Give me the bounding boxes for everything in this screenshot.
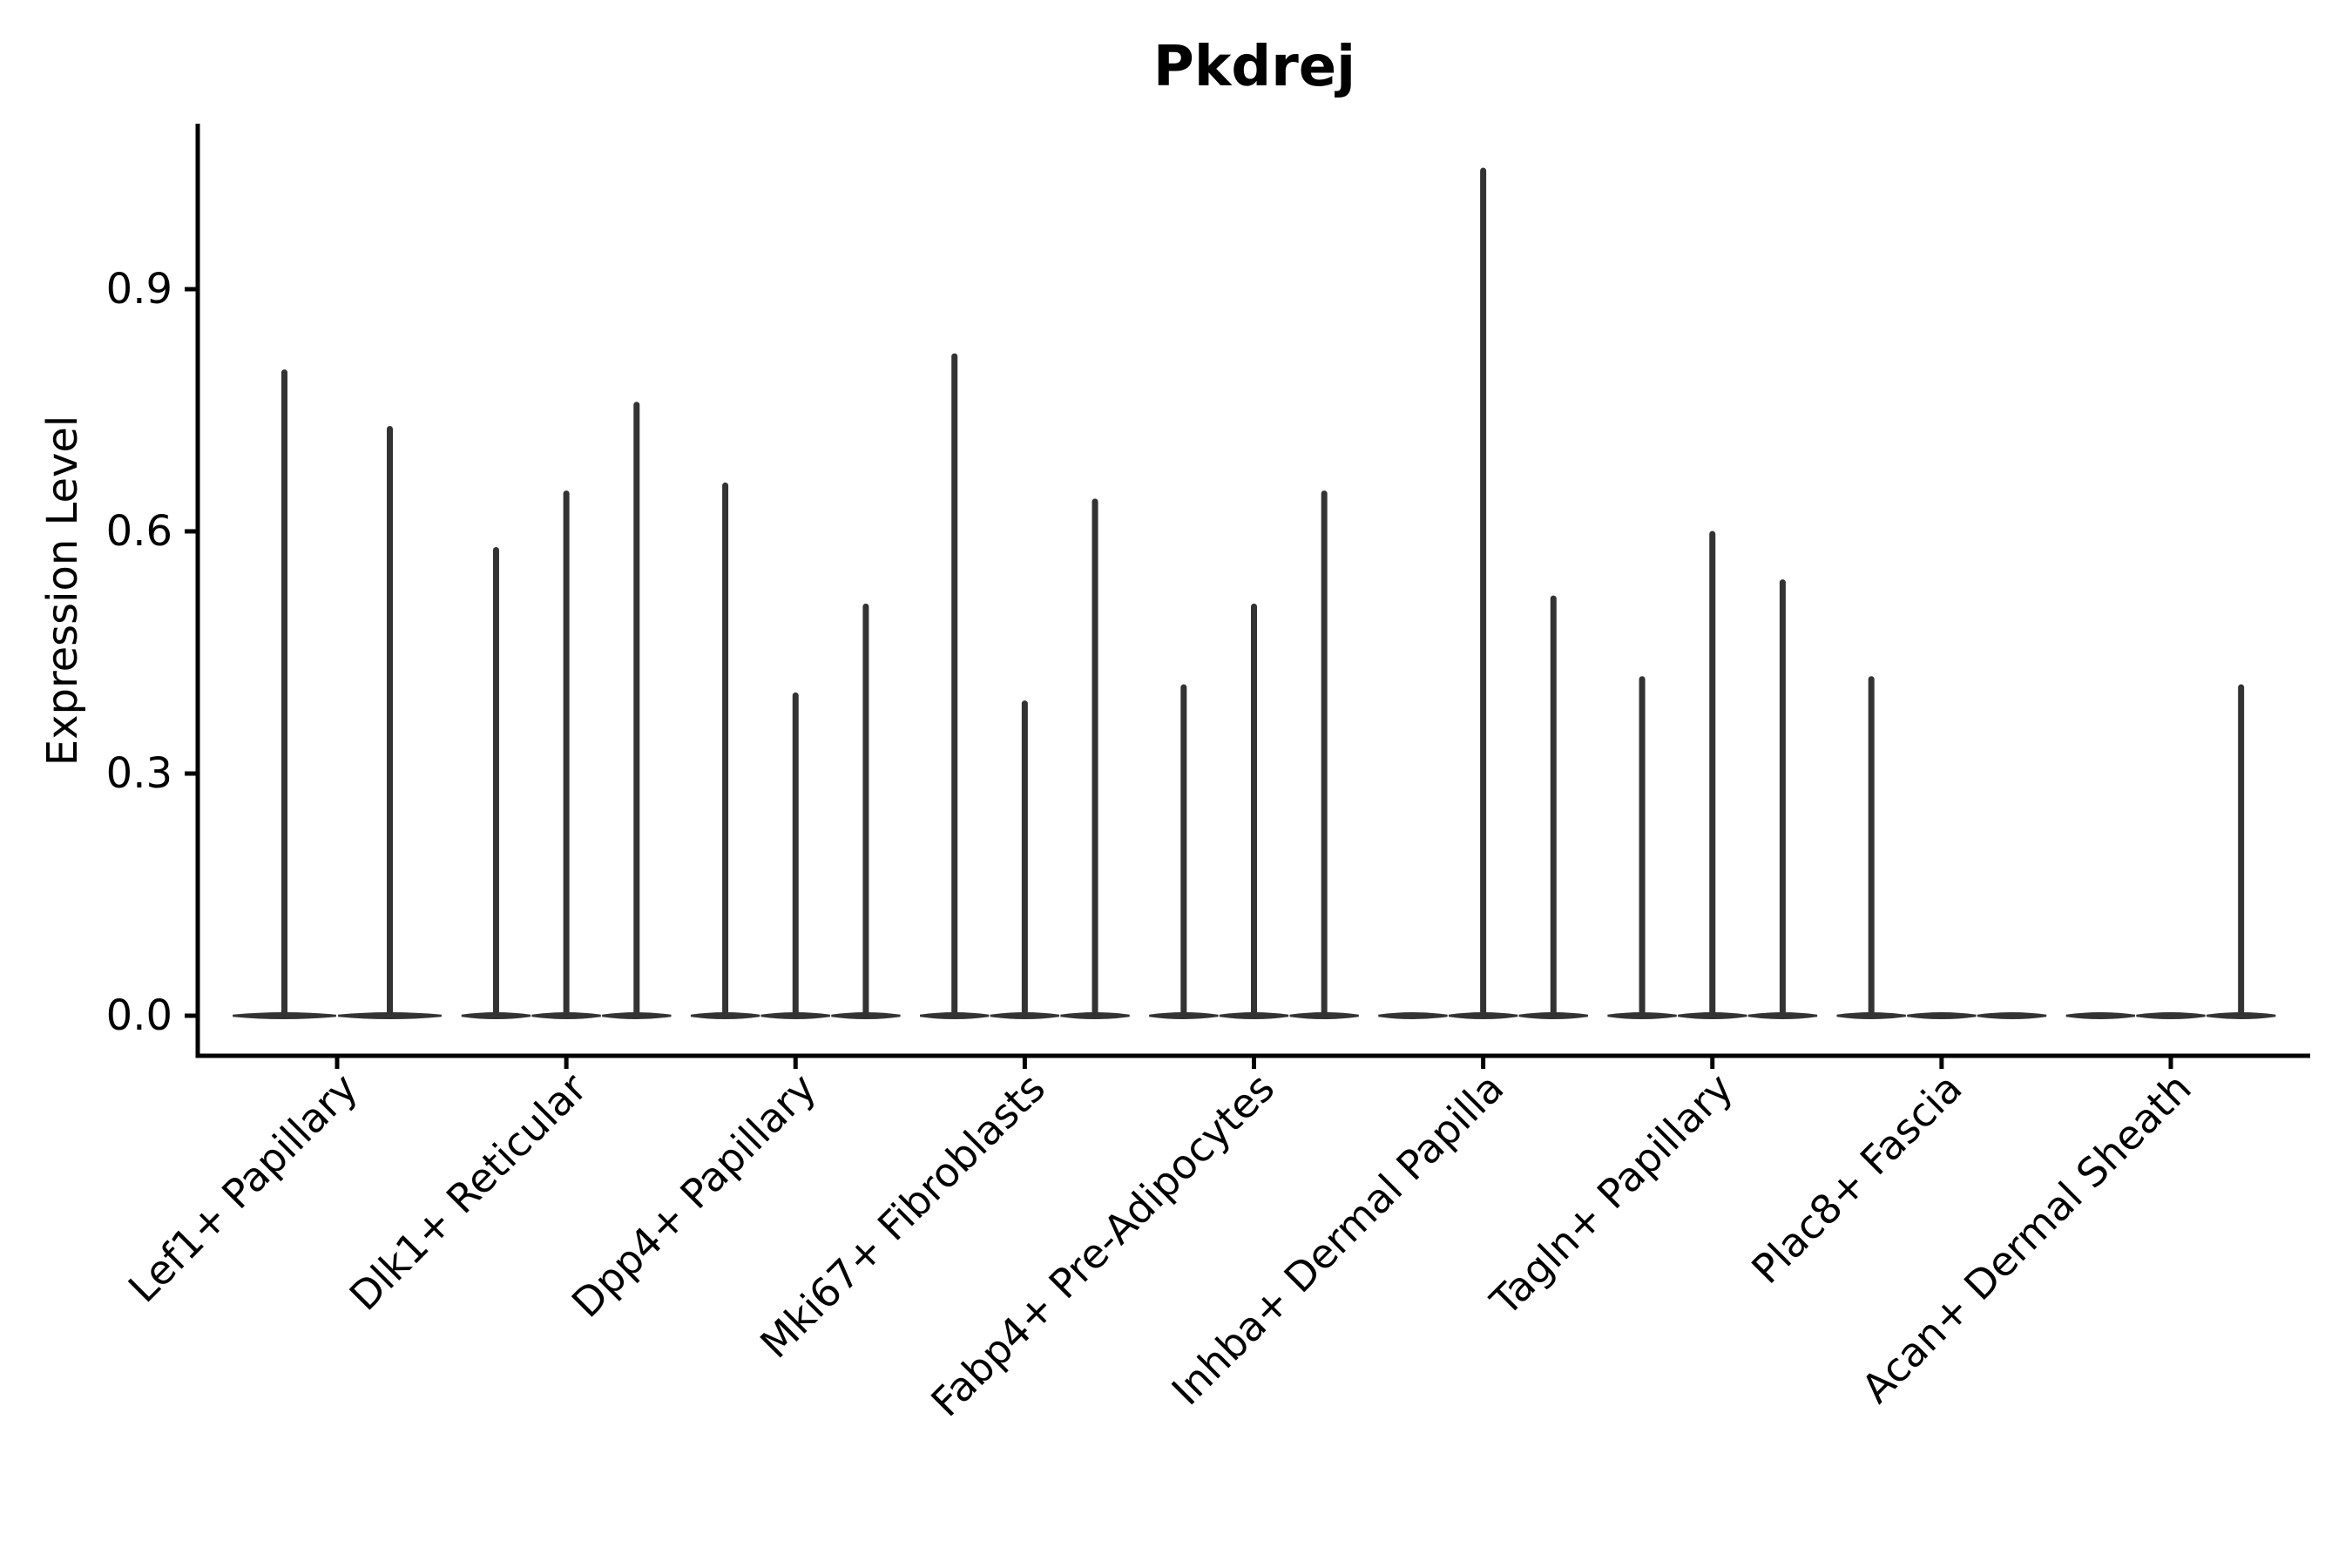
y-axis-label: Expression Level (38, 416, 87, 767)
violin-series (233, 167, 2276, 1019)
chart-title: Pkdrej (1153, 35, 1355, 99)
y-tick-label: 0.6 (106, 507, 172, 556)
y-tick-label: 0.3 (106, 749, 172, 798)
y-tick-labels: 0.0 0.3 0.6 0.9 (106, 265, 172, 1040)
violin-base (2065, 1012, 2136, 1019)
violin-base (1378, 1012, 1448, 1019)
x-tick-label: Dlk1+ Reticular (341, 1064, 596, 1320)
x-tick-label: Tagln+ Papillary (1481, 1064, 1742, 1326)
violin-base (2136, 1012, 2206, 1019)
axes (185, 124, 2310, 1069)
violin-base (1977, 1012, 2047, 1019)
y-tick-label: 0.0 (106, 991, 172, 1040)
x-tick-label: Dpp4+ Papillary (563, 1064, 825, 1327)
x-tick-label: Lef1+ Papillary (119, 1064, 367, 1312)
y-tick-label: 0.9 (106, 265, 172, 314)
x-tick-label: Plac8+ Fascia (1742, 1064, 1970, 1293)
violin-base (1907, 1012, 1977, 1019)
